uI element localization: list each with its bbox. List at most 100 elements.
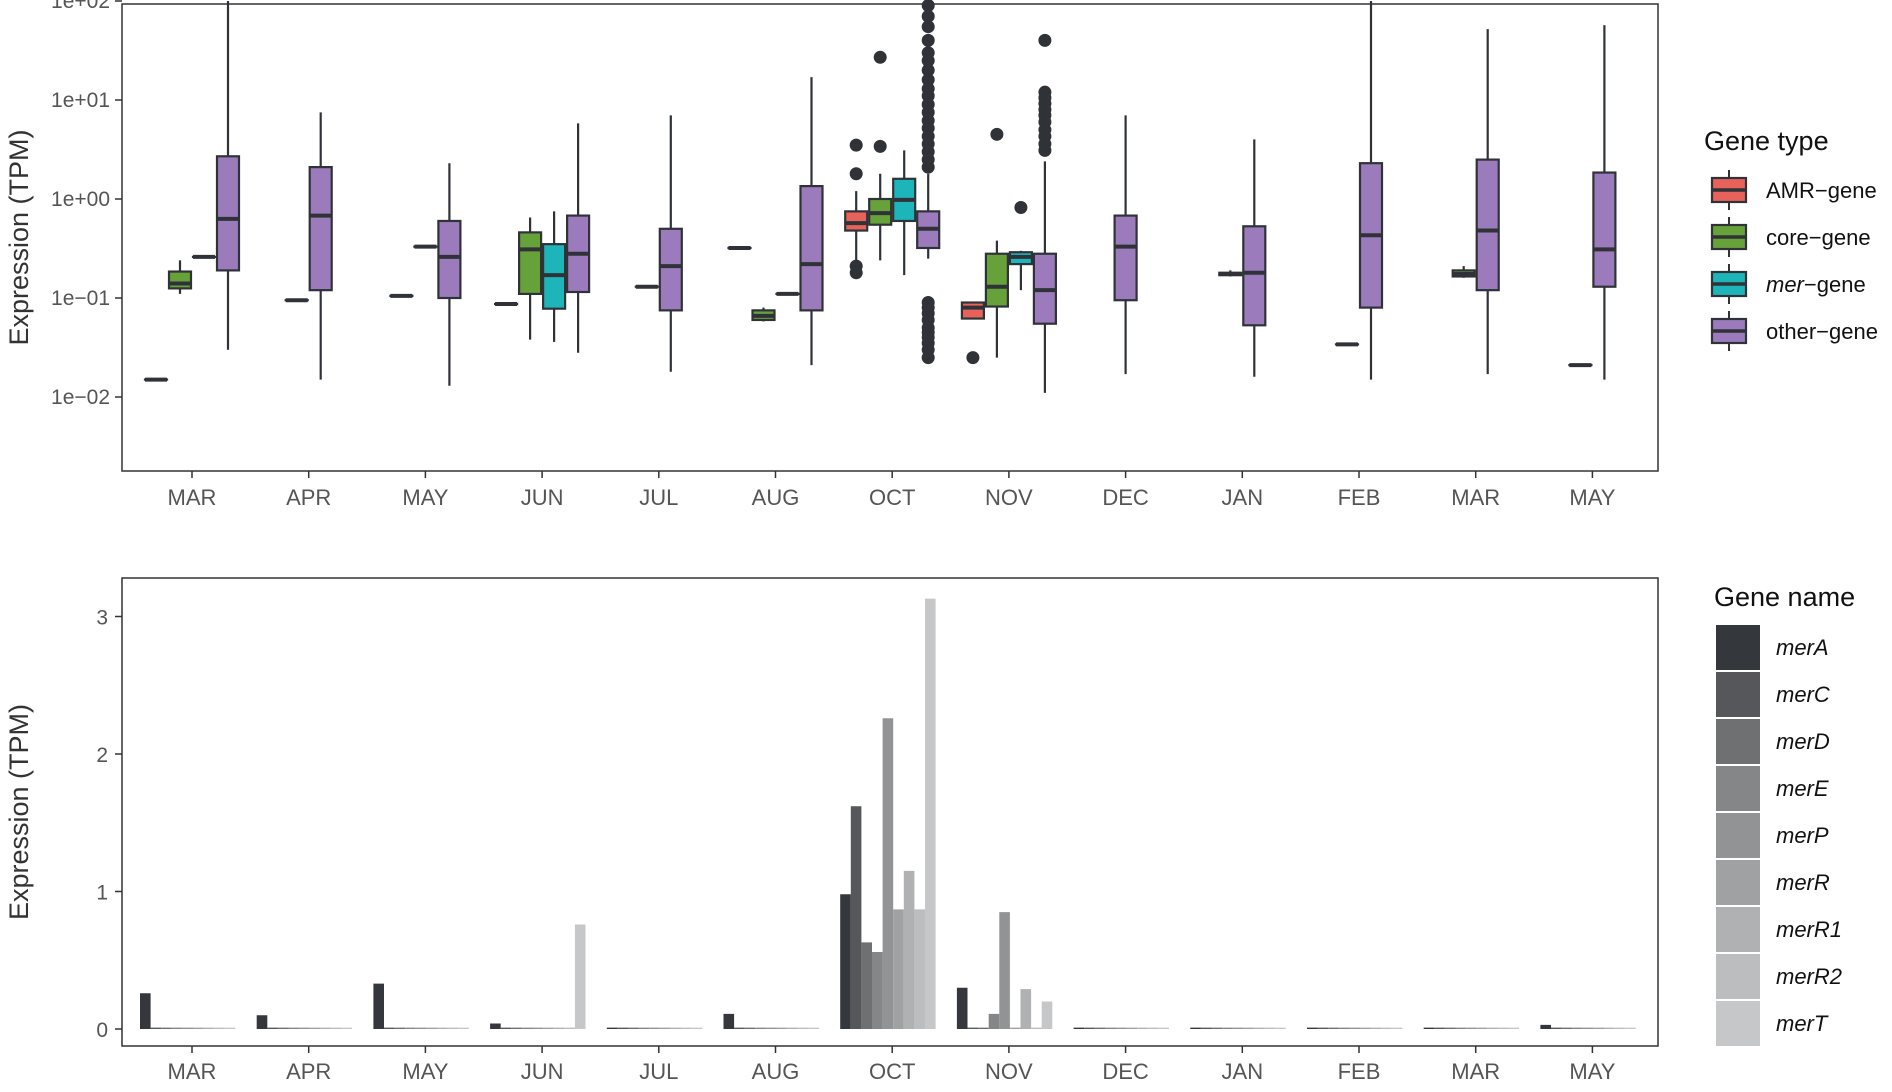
x-tick-label: APR xyxy=(286,485,331,510)
legend-label-text: −gene xyxy=(1804,272,1866,297)
bar-merA xyxy=(1190,1027,1201,1029)
bar-merR xyxy=(1243,1027,1254,1029)
core-box xyxy=(1451,266,1476,278)
core-box xyxy=(751,307,776,322)
bar-merA xyxy=(490,1023,501,1029)
bar-merT xyxy=(1041,1001,1053,1029)
bar-merT xyxy=(224,1027,236,1029)
box-body xyxy=(1242,225,1267,327)
x-tick-label: FEB xyxy=(1338,1059,1381,1084)
bar-merD xyxy=(277,1027,289,1029)
outlier-point xyxy=(849,167,863,181)
amr-box xyxy=(960,301,986,365)
x-tick-label: JUL xyxy=(639,485,678,510)
box-body xyxy=(1113,214,1138,302)
legend-swatch xyxy=(1716,766,1760,811)
bar-merE xyxy=(171,1027,183,1029)
outlier-point xyxy=(1014,201,1028,215)
bar-merE xyxy=(638,1027,650,1029)
box-body xyxy=(215,155,241,272)
bar-merC xyxy=(384,1027,395,1029)
y-tick-label: 1e−02 xyxy=(51,386,110,409)
x-tick-label: MAR xyxy=(1451,485,1500,510)
other-box xyxy=(1358,1,1384,380)
bar-merD xyxy=(744,1027,756,1029)
bar-merP xyxy=(765,1027,777,1029)
x-tick-label: APR xyxy=(286,1059,331,1084)
legend-swatch xyxy=(1716,672,1760,717)
other-box xyxy=(308,112,333,380)
bar-merP xyxy=(415,1027,427,1029)
other-box xyxy=(658,115,683,372)
bar-merR xyxy=(426,1027,437,1029)
bar-merC xyxy=(617,1027,628,1029)
legend-title: Gene name xyxy=(1714,582,1855,612)
y-tick-label: 3 xyxy=(96,607,108,630)
bar-merD xyxy=(1561,1027,1573,1029)
bar-merC xyxy=(734,1027,745,1029)
bar-merD xyxy=(628,1027,639,1029)
box-body xyxy=(960,301,986,320)
other-box xyxy=(1113,115,1138,375)
bar-merE xyxy=(288,1027,300,1029)
other-box xyxy=(1475,29,1500,375)
bar-merR2 xyxy=(681,1027,692,1029)
series-merR1 xyxy=(203,870,1615,1029)
x-tick-label: AUG xyxy=(752,1059,800,1084)
bar-merD xyxy=(1444,1027,1456,1029)
other-box xyxy=(437,163,462,386)
bar-merC xyxy=(150,1027,162,1029)
bar-merR1 xyxy=(437,1027,448,1029)
outlier-point xyxy=(921,20,935,34)
bar-merT xyxy=(1158,1027,1169,1029)
legend-swatch xyxy=(1716,954,1760,999)
y-tick-label: 1e+02 xyxy=(51,0,110,13)
bar-merR xyxy=(309,1027,321,1029)
other-box xyxy=(215,1,241,350)
other-box xyxy=(799,77,824,366)
bar-merR xyxy=(1476,1027,1488,1029)
bar-merR2 xyxy=(1031,1027,1042,1029)
boxplot-panel: Expression (TPM) 1e−02 1e−01 1e+00 1e+01 1e+0… xyxy=(4,0,1659,510)
bar-merP xyxy=(182,1027,193,1029)
bar-merR1 xyxy=(670,1027,681,1029)
y-axis-label: Expression (TPM) xyxy=(4,704,34,920)
box-body xyxy=(1475,158,1500,292)
gene-name-legend: Gene name merA merC merD merE merP merR merR1 me… xyxy=(1714,582,1855,1046)
legend-swatch xyxy=(1716,907,1760,952)
bar-merA xyxy=(1540,1024,1551,1029)
bar-merC xyxy=(967,1027,979,1029)
bar-merT xyxy=(1275,1027,1286,1029)
bar-merD xyxy=(394,1027,406,1029)
bar-merR1 xyxy=(203,1027,215,1029)
bar-merR2 xyxy=(330,1027,342,1029)
mer-box xyxy=(541,211,567,342)
series-merR xyxy=(193,909,1604,1029)
bar-merE xyxy=(988,1013,1000,1029)
legend-label: merP xyxy=(1776,823,1829,848)
box-body xyxy=(1592,171,1617,288)
legend-label-text: AMR−gene xyxy=(1766,178,1877,203)
box-body xyxy=(517,231,543,296)
outlier-point xyxy=(873,139,887,153)
x-tick-label: AUG xyxy=(752,485,800,510)
box-body xyxy=(308,166,333,292)
bar-merP xyxy=(999,912,1010,1029)
legend-label: merA xyxy=(1776,635,1829,660)
core-box xyxy=(868,50,893,261)
x-tick-label: JUN xyxy=(521,485,564,510)
bar-merR xyxy=(1009,1027,1021,1029)
bar-merT xyxy=(808,1027,819,1029)
bar-merT xyxy=(925,598,936,1029)
x-tick-label: MAR xyxy=(168,1059,217,1084)
legend-label: other−gene xyxy=(1766,319,1878,344)
bar-merE xyxy=(1338,1027,1350,1029)
x-tick-label: OCT xyxy=(869,1059,915,1084)
bar-merE xyxy=(1455,1027,1467,1029)
bar-merR xyxy=(1593,1027,1604,1029)
bar-merD xyxy=(861,942,872,1029)
bar-merC xyxy=(850,806,862,1029)
x-tick-label: NOV xyxy=(985,1059,1033,1084)
legend-swatch xyxy=(1716,625,1760,670)
